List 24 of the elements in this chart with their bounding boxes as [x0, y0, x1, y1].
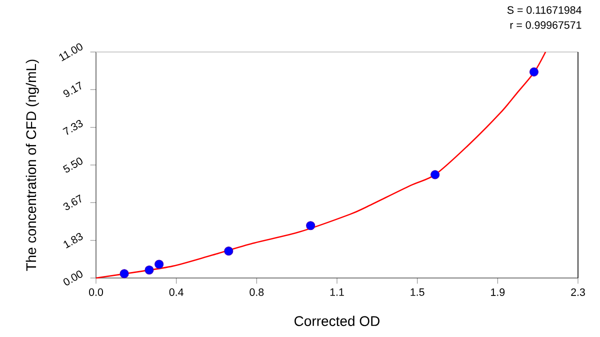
y-tick-label: 5.50: [62, 158, 82, 172]
point: [224, 246, 234, 256]
x-axis-title: Corrected OD: [294, 316, 380, 326]
y-axis-title: The concentration of CFD (ng/mL): [26, 60, 39, 271]
text: r = 0.99967571: [510, 21, 582, 29]
point: [154, 260, 164, 269]
point: [430, 170, 440, 180]
point: [529, 67, 539, 76]
text: S = 0.11671984: [507, 6, 582, 14]
y-tick-label: 1.83: [64, 233, 83, 248]
y-tick-label: 0.00: [63, 270, 82, 286]
x-tick-label: 1.9: [491, 288, 505, 296]
point: [144, 265, 154, 275]
x-tick-label: 0.4: [169, 288, 184, 296]
point: [306, 221, 316, 230]
x-tick-label: 0.8: [250, 288, 264, 296]
x-tick-label: 0.0: [89, 288, 104, 296]
y-tick-label: 9.17: [63, 82, 82, 98]
x-tick-label: 1.5: [410, 288, 424, 296]
point: [120, 269, 129, 278]
x-tick-label: 2.3: [571, 288, 585, 296]
x-tick-label: 1.1: [330, 288, 344, 296]
y-tick-label: 3.67: [63, 194, 82, 210]
y-tick-label: 7.33: [62, 120, 83, 135]
